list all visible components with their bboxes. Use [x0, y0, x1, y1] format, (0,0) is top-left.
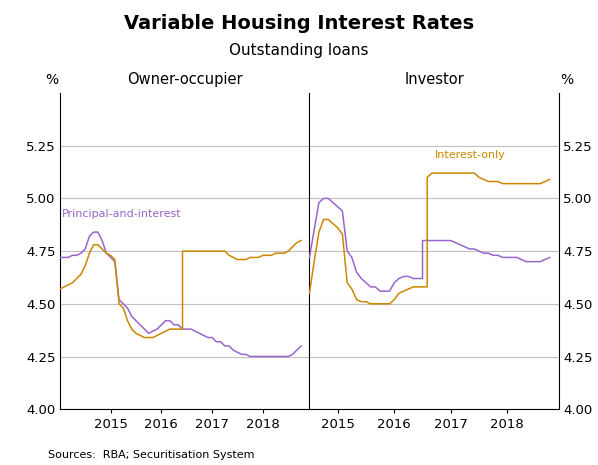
Text: Investor: Investor: [404, 72, 464, 86]
Text: Sources:  RBA; Securitisation System: Sources: RBA; Securitisation System: [48, 450, 254, 460]
Text: %: %: [45, 73, 59, 86]
Text: Outstanding loans: Outstanding loans: [229, 43, 369, 58]
Text: Variable Housing Interest Rates: Variable Housing Interest Rates: [124, 13, 474, 33]
Text: Owner-occupier: Owner-occupier: [127, 72, 242, 86]
Text: Interest-only: Interest-only: [435, 150, 506, 160]
Text: Principal-and-interest: Principal-and-interest: [62, 209, 182, 219]
Text: %: %: [560, 73, 573, 86]
